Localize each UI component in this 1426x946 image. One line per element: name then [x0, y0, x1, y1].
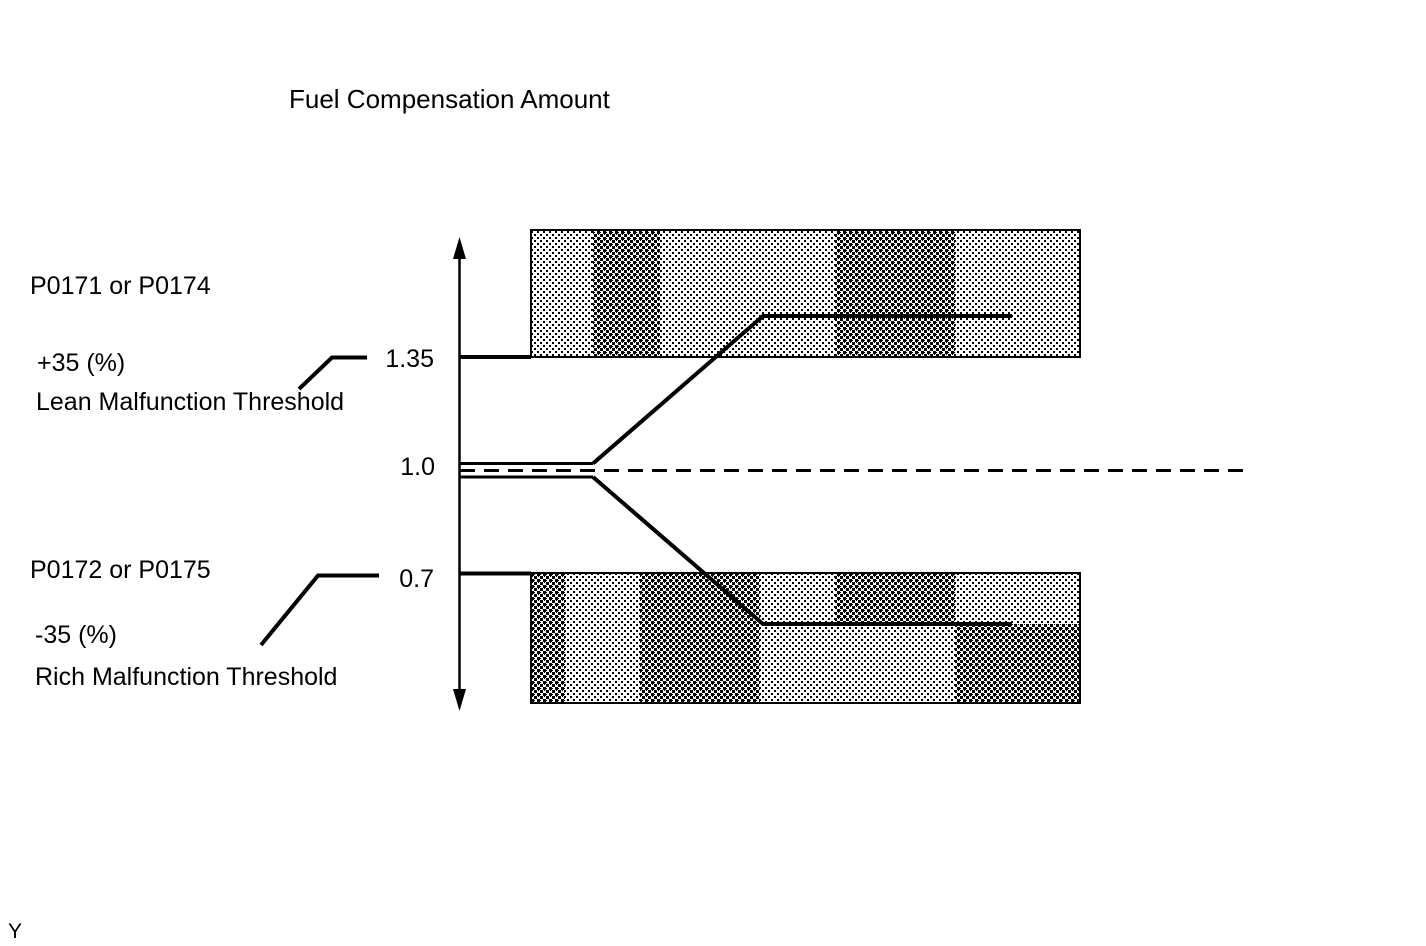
lean-leader-line [297, 355, 367, 391]
lean-excursion-line [591, 314, 1012, 466]
lean-deviation-percent: +35 (%) [37, 349, 126, 377]
rich-excursion-line [591, 475, 1012, 626]
ytick-1-35: 1.35 [385, 345, 434, 373]
lean-malfunction-band [530, 229, 1081, 358]
rich-deviation-percent: -35 (%) [35, 621, 117, 649]
halftone-dark-strip [835, 574, 955, 624]
ytick-1-0: 1.0 [400, 453, 435, 481]
halftone-dark-strip [955, 624, 1079, 702]
chart-title: Fuel Compensation Amount [289, 84, 610, 114]
axis-arrow-up-icon [453, 237, 466, 259]
rich-dtc-codes: P0172 or P0175 [30, 556, 211, 584]
y-axis [453, 237, 466, 711]
halftone-dark-strip [532, 574, 565, 702]
halftone-dark-strip [640, 574, 760, 702]
corner-y-label: Y [8, 920, 23, 943]
rich-threshold-label: Rich Malfunction Threshold [35, 663, 338, 691]
lean-dtc-codes: P0171 or P0174 [30, 272, 211, 300]
lean-threshold-label: Lean Malfunction Threshold [36, 388, 345, 416]
rich-leader-line [259, 573, 379, 647]
axis-arrow-down-icon [453, 689, 466, 711]
rich-malfunction-band [530, 572, 1081, 704]
halftone-dark-strip [593, 231, 660, 356]
halftone-dark-strip [835, 231, 955, 356]
ytick-0-7: 0.7 [399, 565, 434, 593]
